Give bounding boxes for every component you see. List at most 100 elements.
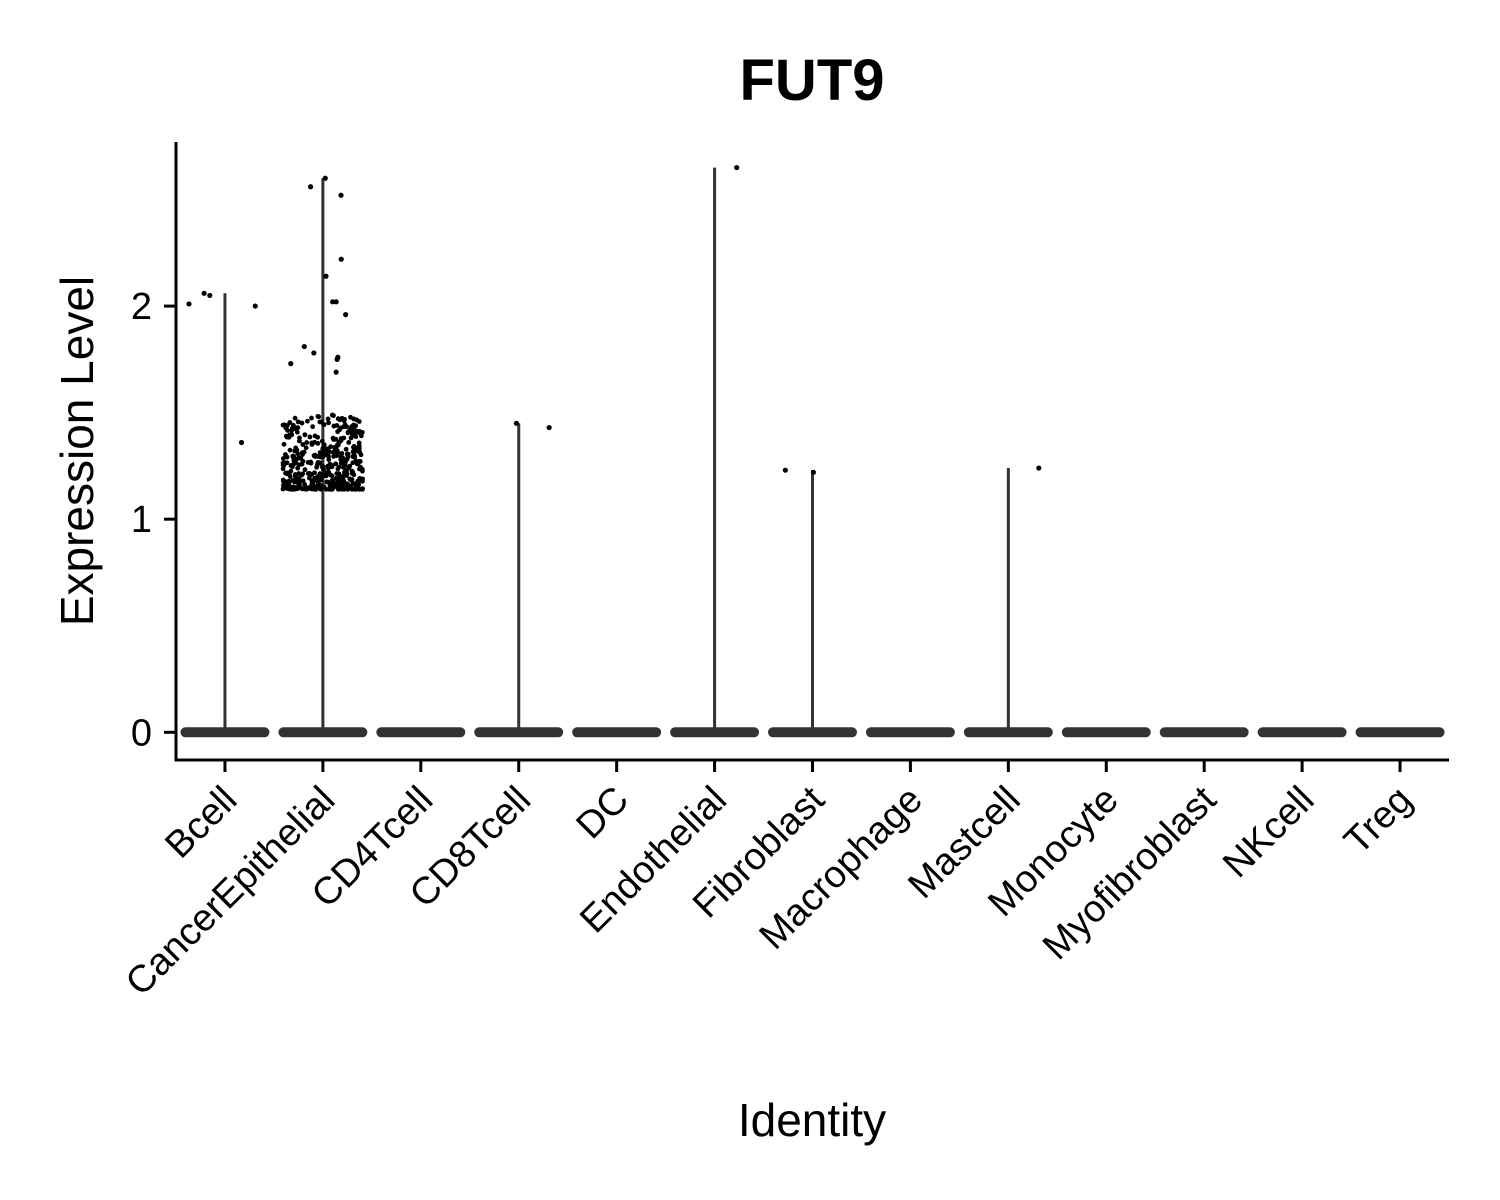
cluster-point-CancerEpithelial	[339, 415, 345, 421]
cluster-point-CancerEpithelial	[296, 476, 302, 482]
point-Bcell	[252, 303, 258, 309]
cluster-point-CancerEpithelial	[338, 425, 344, 431]
cluster-point-CancerEpithelial	[299, 420, 305, 426]
cluster-point-CancerEpithelial	[341, 435, 347, 441]
y-axis-label: Expression Level	[51, 276, 103, 626]
point-Mastcell	[1036, 465, 1042, 471]
cluster-point-CancerEpithelial	[287, 447, 293, 453]
cluster-point-CancerEpithelial	[350, 460, 356, 466]
cluster-point-CancerEpithelial	[315, 462, 320, 467]
cluster-point-CancerEpithelial	[347, 485, 352, 490]
cluster-point-CancerEpithelial	[329, 464, 335, 470]
axes-frame	[174, 142, 1449, 762]
x-tick-label-Treg: Treg	[1336, 779, 1420, 863]
cluster-point-CancerEpithelial	[340, 455, 346, 461]
y-tick-label-1: 1	[131, 499, 152, 541]
cluster-point-CancerEpithelial	[319, 464, 325, 470]
cluster-point-CancerEpithelial	[317, 419, 323, 425]
cluster-point-CancerEpithelial	[355, 445, 361, 451]
cluster-point-CancerEpithelial	[334, 453, 340, 459]
cluster-point-CancerEpithelial	[297, 435, 302, 441]
cluster-point-CancerEpithelial	[280, 460, 286, 466]
cluster-point-CancerEpithelial	[282, 452, 288, 457]
cluster-point-CancerEpithelial	[348, 478, 354, 483]
x-axis-label: Identity	[738, 1094, 886, 1146]
cluster-point-CancerEpithelial	[281, 441, 287, 447]
cluster-point-CancerEpithelial	[309, 484, 315, 489]
cluster-point-CancerEpithelial	[357, 476, 363, 481]
cluster-point-CancerEpithelial	[315, 479, 321, 485]
point-CancerEpithelial	[330, 299, 336, 305]
cluster-point-CancerEpithelial	[341, 478, 347, 484]
cluster-point-CancerEpithelial	[282, 479, 288, 484]
point-CancerEpithelial	[288, 361, 294, 367]
cluster-point-CancerEpithelial	[321, 442, 327, 448]
cluster-point-CancerEpithelial	[293, 460, 298, 466]
cluster-point-CancerEpithelial	[321, 422, 326, 427]
cluster-point-CancerEpithelial	[305, 459, 311, 465]
cluster-point-CancerEpithelial	[358, 452, 364, 458]
cluster-point-CancerEpithelial	[351, 445, 357, 451]
cluster-point-CancerEpithelial	[348, 427, 354, 433]
cluster-point-CancerEpithelial	[333, 461, 339, 467]
cluster-point-CancerEpithelial	[316, 414, 322, 420]
cluster-point-CancerEpithelial	[336, 471, 342, 477]
cluster-point-CancerEpithelial	[289, 432, 295, 438]
cluster-point-CancerEpithelial	[309, 472, 314, 477]
cluster-point-CancerEpithelial	[335, 442, 341, 448]
point-CancerEpithelial	[343, 312, 349, 318]
cluster-point-CancerEpithelial	[309, 415, 314, 421]
cluster-point-CancerEpithelial	[302, 467, 308, 473]
point-Fibroblast	[782, 467, 788, 473]
cluster-point-CancerEpithelial	[280, 456, 286, 461]
cluster-point-CancerEpithelial	[353, 423, 359, 429]
cluster-point-CancerEpithelial	[356, 440, 362, 446]
cluster-point-CancerEpithelial	[335, 416, 341, 422]
cluster-point-CancerEpithelial	[280, 422, 286, 428]
cluster-point-CancerEpithelial	[321, 484, 327, 490]
y-axis: 0 1 2	[131, 286, 176, 754]
cluster-point-CancerEpithelial	[281, 483, 286, 488]
cluster-point-CancerEpithelial	[292, 486, 298, 492]
point-CancerEpithelial	[311, 350, 317, 356]
cluster-point-CancerEpithelial	[292, 473, 298, 479]
cluster-point-CancerEpithelial	[358, 464, 363, 470]
cluster-point-CancerEpithelial	[349, 470, 355, 476]
point-Endothelial	[734, 164, 740, 171]
x-tick-label-Bcell: Bcell	[157, 779, 245, 867]
cluster-point-CancerEpithelial	[300, 452, 305, 457]
cluster-point-CancerEpithelial	[307, 434, 313, 440]
cluster-point-CancerEpithelial	[351, 416, 357, 422]
cluster-point-CancerEpithelial	[286, 471, 292, 477]
point-Bcell	[201, 290, 207, 296]
cluster-point-CancerEpithelial	[347, 463, 353, 469]
cluster-point-CancerEpithelial	[334, 449, 340, 455]
cluster-point-CancerEpithelial	[302, 432, 308, 438]
violin-base-Monocyte	[1061, 727, 1151, 738]
cluster-point-CancerEpithelial	[319, 438, 325, 444]
cluster-point-CancerEpithelial	[317, 450, 323, 455]
cluster-point-CancerEpithelial	[300, 486, 305, 492]
point-CancerEpithelial	[323, 273, 329, 279]
cluster-point-CancerEpithelial	[358, 433, 364, 439]
cluster-point-CancerEpithelial	[320, 454, 326, 459]
cluster-point-CancerEpithelial	[312, 433, 318, 439]
point-CancerEpithelial	[307, 184, 314, 190]
cluster-point-CancerEpithelial	[343, 472, 349, 478]
cluster-point-CancerEpithelial	[299, 461, 305, 467]
point-Bcell	[238, 439, 245, 446]
cluster-point-CancerEpithelial	[352, 452, 357, 458]
cluster-point-CancerEpithelial	[342, 460, 348, 465]
cluster-point-CancerEpithelial	[325, 465, 331, 471]
cluster-point-CancerEpithelial	[324, 479, 330, 485]
cluster-point-CancerEpithelial	[355, 459, 361, 464]
cluster-point-CancerEpithelial	[344, 424, 350, 430]
cluster-point-CancerEpithelial	[292, 479, 298, 485]
point-CD8Tcell	[546, 424, 552, 431]
cluster-point-CancerEpithelial	[356, 486, 362, 492]
cluster-point-CancerEpithelial	[294, 429, 300, 435]
cluster-point-CancerEpithelial	[285, 485, 290, 491]
cluster-point-CancerEpithelial	[326, 420, 331, 426]
